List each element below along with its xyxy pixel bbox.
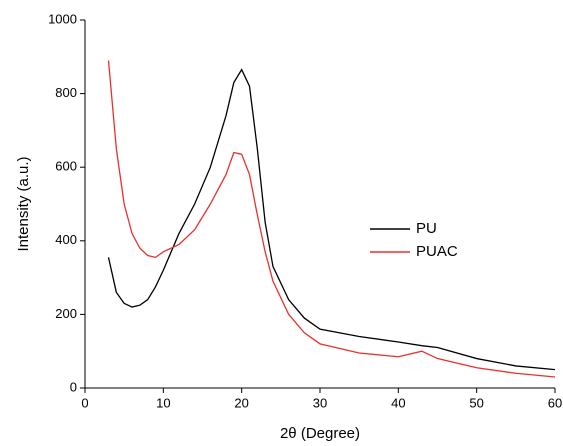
legend-label: PU <box>416 220 437 237</box>
y-tick-label: 1000 <box>48 11 77 26</box>
x-tick-label: 30 <box>313 395 327 410</box>
y-tick-label: 200 <box>55 306 77 321</box>
x-tick-label: 10 <box>156 395 170 410</box>
x-tick-label: 20 <box>234 395 248 410</box>
data-line <box>107 60 556 378</box>
y-tick-label: 0 <box>70 379 77 394</box>
legend-label: PUAC <box>416 243 458 260</box>
x-tick-label: 40 <box>391 395 405 410</box>
x-tick-label: 50 <box>469 395 483 410</box>
y-tick-label: 400 <box>55 232 77 247</box>
x-axis-label: 2θ (Degree) <box>280 425 360 442</box>
y-tick-label: 800 <box>55 85 77 100</box>
y-axis-label: Intensity (a.u.) <box>15 156 32 251</box>
x-tick-label: 0 <box>81 395 88 410</box>
data-line <box>107 68 556 371</box>
x-tick-label: 60 <box>548 395 562 410</box>
y-tick-label: 600 <box>55 159 77 174</box>
